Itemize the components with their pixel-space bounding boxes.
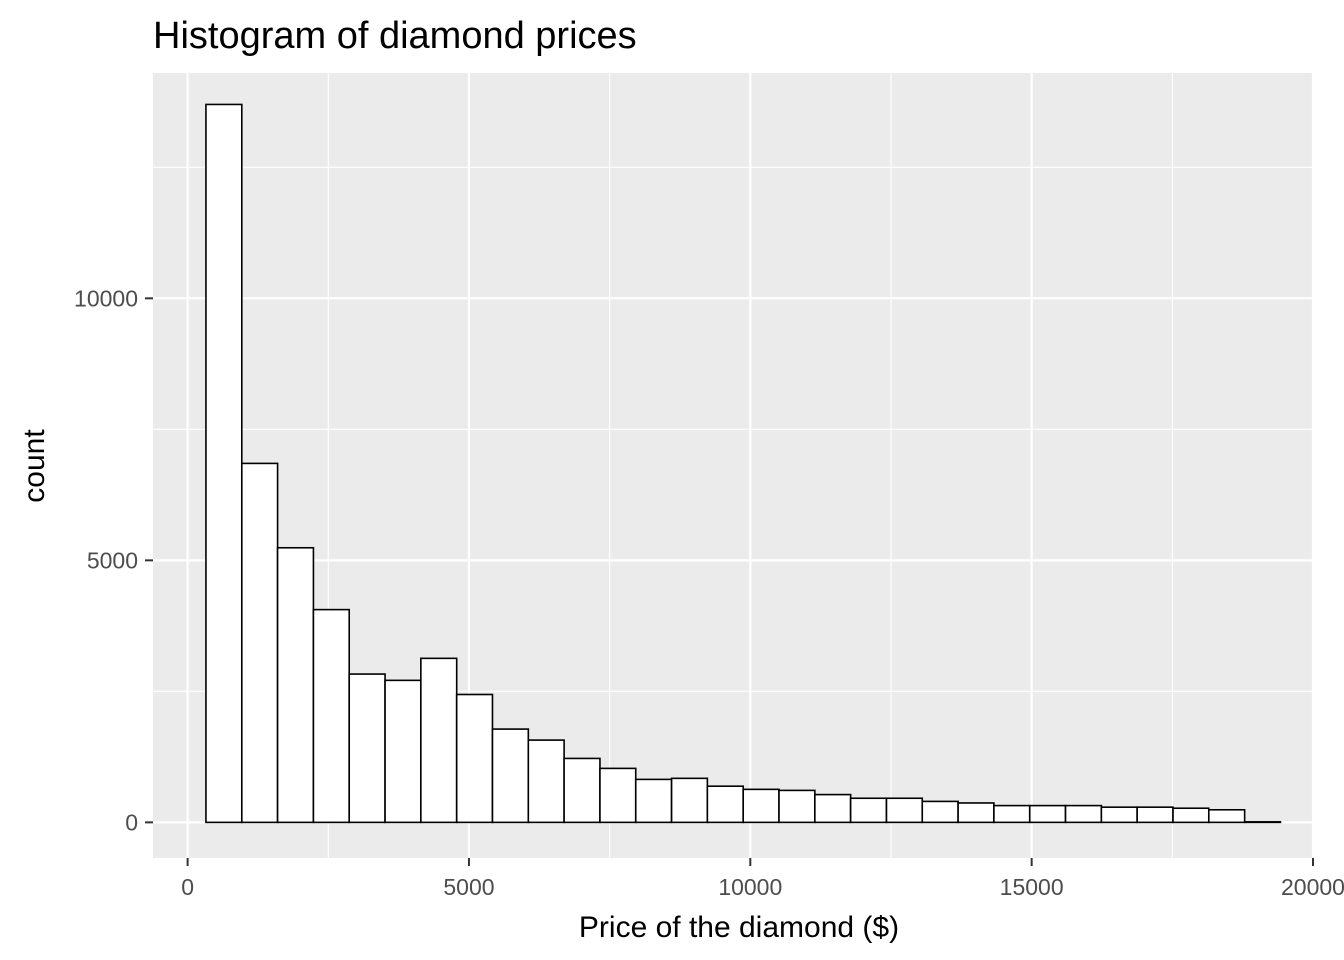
histogram-bar <box>240 462 279 824</box>
histogram-bar <box>634 778 673 824</box>
x-axis-ticks: 0 5000 10000 15000 20000 <box>181 858 1344 900</box>
histogram-bar <box>1243 821 1282 824</box>
histogram-bar <box>384 679 422 824</box>
histogram-bar <box>1136 806 1174 824</box>
y-axis-title: count <box>18 429 51 503</box>
x-tick-label: 10000 <box>718 874 782 900</box>
minor-gridlines <box>153 73 1313 858</box>
y-tick-label: 10000 <box>74 285 138 311</box>
histogram-bar <box>491 728 530 824</box>
histogram-bar <box>276 546 315 824</box>
x-axis-title: Price of the diamond ($) <box>579 911 899 944</box>
histogram-bar <box>420 657 458 824</box>
histogram-bar <box>1100 806 1138 824</box>
histogram-bar <box>706 785 745 824</box>
histogram-bar <box>814 793 852 824</box>
histogram-bar <box>599 767 637 824</box>
histogram-bar <box>742 788 780 824</box>
histogram-bars <box>205 103 1282 824</box>
chart-title: Histogram of diamond prices <box>153 15 637 57</box>
histogram-bar <box>778 789 816 824</box>
histogram-bar <box>957 802 995 824</box>
histogram-bar <box>993 804 1031 824</box>
major-gridlines <box>153 73 1315 858</box>
histogram-bar <box>563 757 601 824</box>
histogram-bar <box>1028 804 1067 824</box>
histogram-bar <box>885 797 924 824</box>
x-tick-label: 5000 <box>443 874 494 900</box>
histogram-bar <box>670 777 709 824</box>
histogram-bar <box>527 739 565 824</box>
y-tick-label: 5000 <box>87 547 138 573</box>
histogram-bar <box>1207 808 1246 824</box>
histogram-bar <box>205 103 243 824</box>
histogram-bar <box>1064 804 1103 824</box>
histogram-bar <box>1172 807 1210 824</box>
histogram-bar <box>348 673 386 824</box>
histogram-bar <box>455 693 494 824</box>
histogram-bar <box>921 800 959 824</box>
y-tick-label: 0 <box>125 809 138 835</box>
y-axis-ticks: 0 5000 10000 <box>74 285 153 835</box>
x-tick-label: 15000 <box>1000 874 1064 900</box>
x-tick-label: 20000 <box>1281 874 1344 900</box>
x-tick-label: 0 <box>181 874 194 900</box>
histogram-bar <box>849 797 888 824</box>
histogram-bar <box>312 608 351 824</box>
